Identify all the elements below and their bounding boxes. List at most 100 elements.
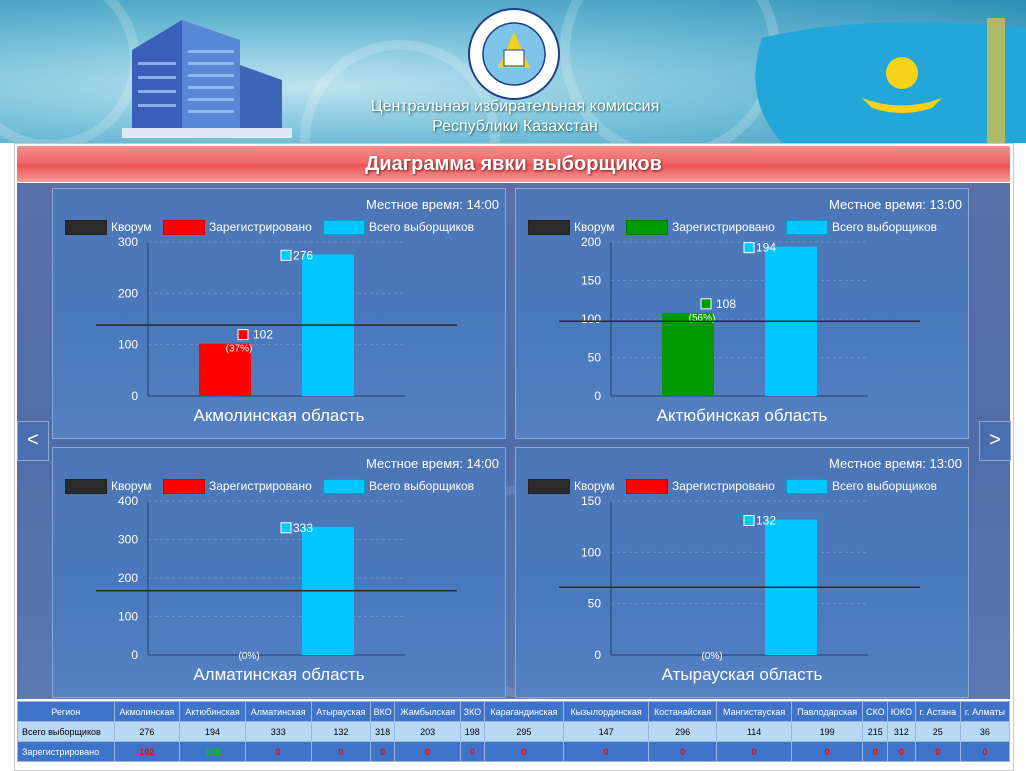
- total-voters-cell: 36: [959, 721, 1011, 742]
- registered-cell: 0: [887, 741, 916, 762]
- table-header-cell: ЮКО: [887, 701, 916, 722]
- legend-item-quorum: Кворум: [528, 479, 615, 495]
- local-time-label: Местное время: 14:00: [365, 197, 499, 212]
- header-title: Центральная избирательная комиссия Респу…: [330, 97, 700, 137]
- table-header-cell: Жамбылская: [394, 701, 462, 722]
- table-header-cell: Алматинская: [244, 701, 312, 722]
- y-tick-label: 200: [581, 235, 601, 249]
- legend-label-total: Всего выборщиков: [832, 220, 938, 234]
- legend-label-total: Всего выборщиков: [369, 479, 475, 493]
- table-row-total: Всего выборщиков 276 194 333 132 318 203 198 295…: [17, 721, 1011, 742]
- total-value-label: 276: [293, 248, 313, 262]
- y-tick-label: 400: [118, 494, 138, 508]
- legend-label-registered: Зарегистрировано: [672, 479, 775, 493]
- registered-percent-label: (0%): [701, 651, 722, 662]
- legend-label-total: Всего выборщиков: [369, 220, 475, 234]
- total-value-label: 132: [756, 513, 776, 527]
- legend-swatch-total: [323, 220, 365, 236]
- table-header-cell: ВКО: [370, 701, 396, 722]
- registered-percent-label: (37%): [226, 344, 253, 355]
- table-header-label: Регион: [17, 701, 115, 722]
- table-header-row: Регион Акмолинская Актюбинская Алматинская А…: [17, 701, 1011, 722]
- page-title: Диаграмма явки выборщиков: [365, 153, 662, 175]
- table-header-cell: Павлодарская: [790, 701, 864, 722]
- turnout-bar-chart: 0 50 100 150 200 108(56%) 194: [559, 235, 920, 403]
- cec-emblem-seal: [468, 8, 560, 100]
- next-page-button[interactable]: >: [979, 421, 1011, 461]
- prev-page-button[interactable]: <: [17, 421, 49, 461]
- registered-label: Зарегистрировано: [17, 741, 115, 762]
- total-voters-cell: 194: [179, 721, 246, 742]
- total-voters-cell: 318: [370, 721, 396, 742]
- total-voters-cell: 276: [113, 721, 181, 742]
- y-tick-label: 0: [594, 648, 601, 662]
- registered-cell: 0: [244, 741, 312, 762]
- total-voters-cell: 114: [716, 721, 792, 742]
- legend-label-registered: Зарегистрировано: [672, 220, 775, 234]
- legend-item-registered: Зарегистрировано: [626, 220, 775, 236]
- region-name: Алматинская область: [193, 665, 365, 684]
- y-tick-label: 100: [581, 545, 601, 559]
- chart-panel-aktobe: Местное время: 13:00 Кворум Зарегистрирова…: [515, 188, 969, 439]
- legend-swatch-total: [786, 479, 828, 495]
- table-header-cell: Кызылординская: [563, 701, 649, 722]
- turnout-bar-chart: 0 100 200 300 400 (0%) 333: [96, 494, 457, 662]
- legend-label-total: Всего выборщиков: [832, 479, 938, 493]
- table-header-cell: Актюбинская: [179, 701, 246, 722]
- registered-cell: 0: [483, 741, 565, 762]
- registered-cell: 102: [113, 741, 181, 762]
- legend-label-quorum: Кворум: [111, 220, 152, 234]
- registered-cell: 108: [179, 741, 246, 762]
- table-header-cell: Мангистауская: [716, 701, 792, 722]
- y-tick-label: 0: [131, 389, 138, 403]
- registered-cell: 0: [563, 741, 649, 762]
- registered-cell: 0: [862, 741, 889, 762]
- legend-item-quorum: Кворум: [65, 479, 152, 495]
- region-name: Атырауская область: [661, 665, 823, 684]
- registered-cell: 0: [790, 741, 864, 762]
- table-header-cell: Карагандинская: [483, 701, 565, 722]
- header-title-line2: Республики Казахстан: [432, 118, 598, 135]
- legend-swatch-quorum: [528, 479, 570, 495]
- total-voters-cell: 25: [914, 721, 961, 742]
- legend-item-quorum: Кворум: [528, 220, 615, 236]
- y-tick-label: 100: [118, 338, 138, 352]
- building-illustration: [122, 20, 292, 138]
- registered-cell: 0: [716, 741, 792, 762]
- total-voters-cell: 132: [310, 721, 372, 742]
- region-name: Акмолинская область: [193, 406, 365, 425]
- legend-item-registered: Зарегистрировано: [626, 479, 775, 495]
- legend-item-total: Всего выборщиков: [323, 220, 475, 236]
- y-tick-label: 0: [594, 389, 601, 403]
- registered-cell: 0: [370, 741, 396, 762]
- legend-label-quorum: Кворум: [574, 479, 615, 493]
- registered-cell: 0: [959, 741, 1011, 762]
- legend-swatch-registered: [626, 479, 668, 495]
- total-voters-cell: 203: [394, 721, 462, 742]
- y-tick-label: 100: [118, 610, 138, 624]
- registered-percent-label: (0%): [238, 651, 259, 662]
- total-voters-cell: 295: [483, 721, 565, 742]
- chart-panel-akmola: Местное время: 14:00 Кворум Зарегистрирова…: [52, 188, 506, 439]
- registered-marker: [700, 298, 712, 310]
- total-voters-cell: 312: [887, 721, 916, 742]
- legend-swatch-registered: [626, 220, 668, 236]
- y-tick-label: 150: [581, 494, 601, 508]
- local-time-label: Местное время: 14:00: [365, 456, 499, 471]
- local-time-label: Местное время: 13:00: [828, 456, 962, 471]
- kazakhstan-flag: [755, 18, 1026, 143]
- table-header-cell: Акмолинская: [113, 701, 181, 722]
- y-tick-label: 150: [581, 274, 601, 288]
- turnout-bar-chart: 0 50 100 150 (0%) 132: [559, 494, 920, 662]
- legend-item-total: Всего выборщиков: [786, 479, 938, 495]
- y-tick-label: 50: [588, 351, 602, 365]
- legend-label-registered: Зарегистрировано: [209, 479, 312, 493]
- registered-value-label: 108: [716, 297, 736, 311]
- turnout-table: Регион Акмолинская Актюбинская Алматинская А…: [17, 701, 1011, 766]
- legend-swatch-quorum: [528, 220, 570, 236]
- total-voters-cell: 296: [647, 721, 718, 742]
- y-tick-label: 300: [118, 533, 138, 547]
- legend-item-quorum: Кворум: [65, 220, 152, 236]
- table-header-cell: СКО: [862, 701, 889, 722]
- legend-swatch-quorum: [65, 220, 107, 236]
